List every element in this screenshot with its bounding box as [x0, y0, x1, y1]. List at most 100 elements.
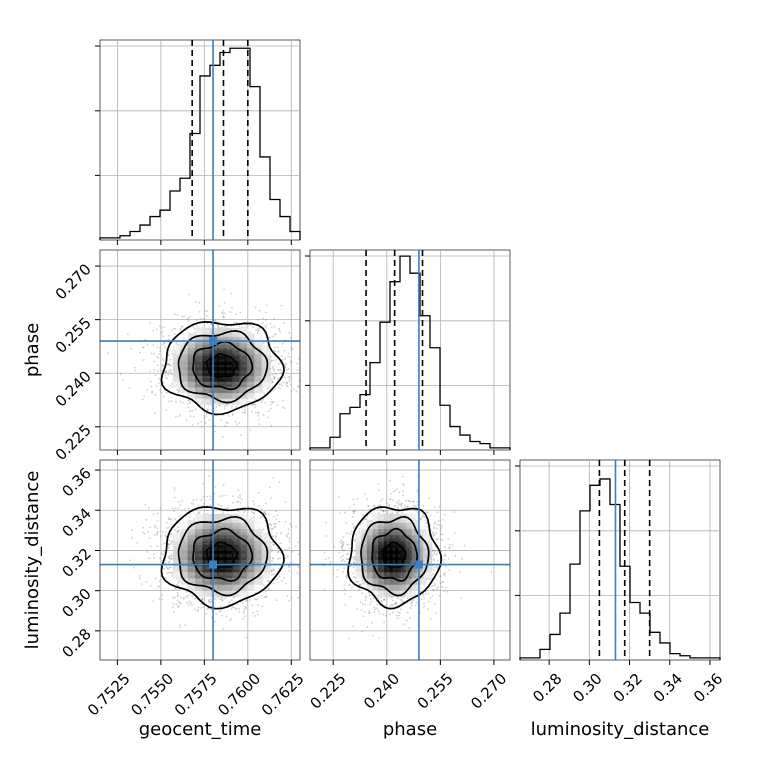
sample-point: [214, 320, 216, 322]
sample-point: [251, 511, 253, 513]
sample-point: [157, 545, 159, 547]
sample-point: [178, 388, 180, 390]
sample-point: [155, 394, 157, 396]
sample-point: [170, 365, 172, 367]
sample-point: [222, 436, 224, 438]
sample-point: [275, 523, 277, 525]
sample-point: [237, 489, 239, 491]
sample-point: [282, 359, 284, 361]
sample-point: [272, 528, 274, 530]
sample-point: [290, 562, 292, 564]
sample-point: [174, 529, 176, 531]
sample-point: [169, 369, 171, 371]
sample-point: [303, 566, 305, 568]
panel-frame: [100, 40, 300, 240]
sample-point: [265, 312, 267, 314]
sample-point: [210, 504, 212, 506]
sample-point: [238, 501, 240, 503]
sample-point: [210, 598, 212, 600]
sample-point: [135, 370, 137, 372]
sample-point: [282, 400, 284, 402]
sample-point: [171, 353, 173, 355]
sample-point: [260, 400, 262, 402]
sample-point: [285, 363, 287, 365]
sample-point: [266, 305, 268, 307]
sample-point: [258, 492, 260, 494]
sample-point: [290, 337, 292, 339]
sample-point: [178, 501, 180, 503]
sample-point: [168, 371, 170, 373]
sample-point: [152, 344, 154, 346]
sample-point: [201, 499, 203, 501]
sample-point: [218, 504, 220, 506]
sample-point: [202, 606, 204, 608]
sample-point: [171, 554, 173, 556]
sample-point: [254, 615, 256, 617]
sample-point: [206, 310, 208, 312]
sample-point: [157, 520, 159, 522]
sample-point: [148, 507, 150, 509]
sample-point: [217, 324, 219, 326]
sample-point: [397, 612, 399, 614]
sample-point: [175, 507, 177, 509]
sample-point: [236, 322, 238, 324]
sample-point: [180, 603, 182, 605]
sample-point: [188, 604, 190, 606]
sample-point: [162, 365, 164, 367]
sample-point: [164, 551, 166, 553]
sample-point: [168, 556, 170, 558]
sample-point: [200, 603, 202, 605]
sample-point: [183, 597, 185, 599]
sample-point: [219, 598, 221, 600]
sample-point: [281, 305, 283, 307]
sample-point: [215, 598, 217, 600]
sample-point: [260, 508, 262, 510]
sample-point: [293, 388, 295, 390]
sample-point: [278, 521, 280, 523]
sample-point: [220, 606, 222, 608]
sample-point: [193, 503, 195, 505]
sample-point: [176, 604, 178, 606]
sample-point: [273, 370, 275, 372]
sample-point: [289, 540, 291, 542]
sample-point: [214, 425, 216, 427]
sample-point: [258, 415, 260, 417]
sample-point: [161, 599, 163, 601]
sample-point: [221, 615, 223, 617]
sample-point: [173, 603, 175, 605]
sample-point: [190, 316, 192, 318]
sample-point: [396, 488, 398, 490]
sample-point: [272, 366, 274, 368]
sample-point: [188, 400, 190, 402]
sample-point: [164, 326, 166, 328]
sample-point: [307, 524, 309, 526]
sample-point: [168, 335, 170, 337]
sample-point: [163, 396, 165, 398]
sample-point: [171, 386, 173, 388]
sample-point: [142, 532, 144, 534]
sample-point: [208, 475, 210, 477]
sample-point: [159, 325, 161, 327]
sample-point: [161, 332, 163, 334]
sample-point: [156, 385, 158, 387]
sample-point: [240, 434, 242, 436]
sample-point: [196, 499, 198, 501]
sample-point: [180, 597, 182, 599]
sample-point: [258, 423, 260, 425]
sample-point: [219, 305, 221, 307]
sample-point: [405, 500, 407, 502]
diag-panel-phase: [305, 250, 510, 455]
sample-point: [157, 527, 159, 529]
sample-point: [139, 352, 141, 354]
sample-point: [171, 572, 173, 574]
sample-point: [262, 318, 264, 320]
sample-point: [285, 365, 287, 367]
sample-point: [199, 311, 201, 313]
sample-point: [267, 388, 269, 390]
sample-point: [208, 601, 210, 603]
sample-point: [251, 518, 253, 520]
sample-point: [273, 544, 275, 546]
sample-point: [271, 425, 273, 427]
sample-point: [285, 367, 287, 369]
sample-point: [277, 404, 279, 406]
